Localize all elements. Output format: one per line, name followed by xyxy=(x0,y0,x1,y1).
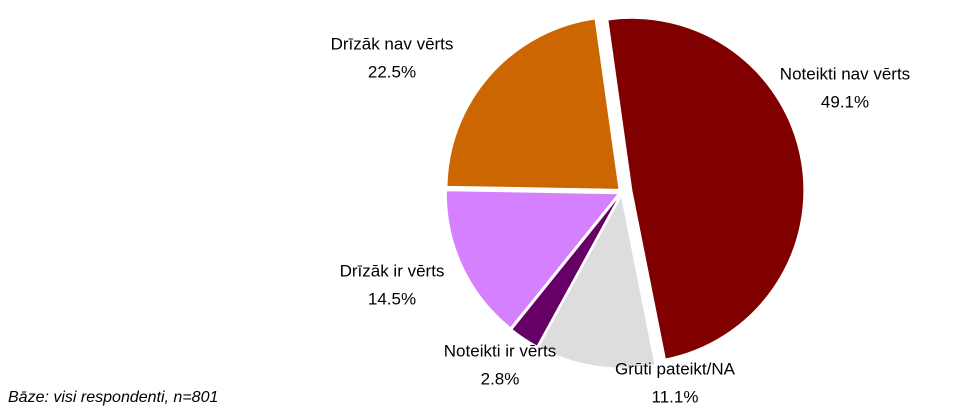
slice-label: Drīzāk nav vērts xyxy=(331,34,454,53)
pie-slice xyxy=(511,195,621,347)
slice-value: 49.1% xyxy=(821,92,869,111)
pie-slice xyxy=(445,190,620,329)
slice-value: 2.8% xyxy=(481,369,520,388)
slice-value: 14.5% xyxy=(368,289,416,308)
slice-label: Noteikti ir vērts xyxy=(444,341,556,360)
slice-label: Drīzāk ir vērts xyxy=(340,261,445,280)
slice-value: 11.1% xyxy=(652,387,699,406)
slice-value: 22.5% xyxy=(368,62,416,81)
pie-slice xyxy=(446,18,620,190)
slice-label: Grūti pateikt/NA xyxy=(615,359,736,378)
footnote: Bāze: visi respondenti, n=801 xyxy=(8,389,218,406)
pie-slice xyxy=(607,17,805,360)
pie-slice xyxy=(538,194,656,369)
slice-label: Noteikti nav vērts xyxy=(780,64,910,83)
